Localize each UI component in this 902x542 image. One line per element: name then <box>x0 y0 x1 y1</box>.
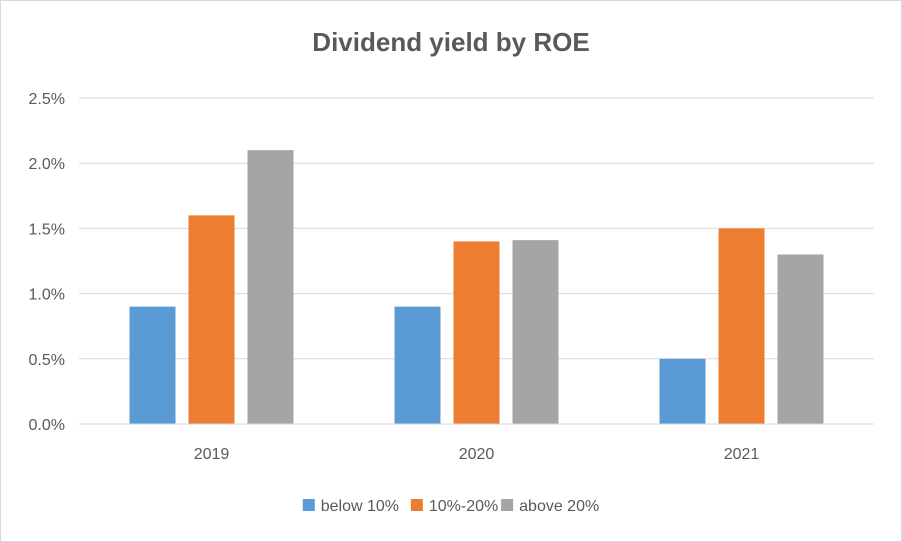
y-tick-label: 1.0% <box>29 287 65 304</box>
bar-2020-series-2 <box>512 240 559 424</box>
legend-item: above 20% <box>501 498 599 515</box>
x-tick-label: 2021 <box>724 446 760 463</box>
legend-item: 10%-20% <box>410 498 498 515</box>
bar-2021-series-0 <box>659 358 706 424</box>
y-tick-label: 2.5% <box>29 91 65 108</box>
legend-label: above 20% <box>519 498 599 515</box>
x-axis: 2019 2020 2021 <box>194 446 760 463</box>
legend-item: below 10% <box>302 498 399 515</box>
bars <box>79 150 874 425</box>
legend-label: below 10% <box>321 498 399 515</box>
y-axis: 0.0% 0.5% 1.0% 1.5% 2.0% 2.5% <box>29 91 65 434</box>
y-tick-label: 0.0% <box>29 417 65 434</box>
bar-2019-series-1 <box>188 215 235 424</box>
legend: below 10% 10%-20% above 20% <box>302 498 599 515</box>
bar-2019-series-0 <box>129 306 176 424</box>
x-tick-label: 2019 <box>194 446 230 463</box>
bar-2020-series-0 <box>394 306 441 424</box>
bar-2019-series-2 <box>247 150 294 424</box>
legend-swatch <box>410 499 423 511</box>
legend-label: 10%-20% <box>429 498 498 515</box>
legend-swatch <box>302 499 315 511</box>
bar-2021-series-2 <box>777 254 824 424</box>
y-tick-label: 0.5% <box>29 352 65 369</box>
chart-title: Dividend yield by ROE <box>312 27 589 57</box>
bar-2020-series-1 <box>453 241 500 424</box>
y-tick-label: 2.0% <box>29 156 65 173</box>
x-tick-label: 2020 <box>459 446 495 463</box>
y-tick-label: 1.5% <box>29 221 65 238</box>
bar-2021-series-1 <box>718 228 765 424</box>
legend-swatch <box>501 499 514 511</box>
